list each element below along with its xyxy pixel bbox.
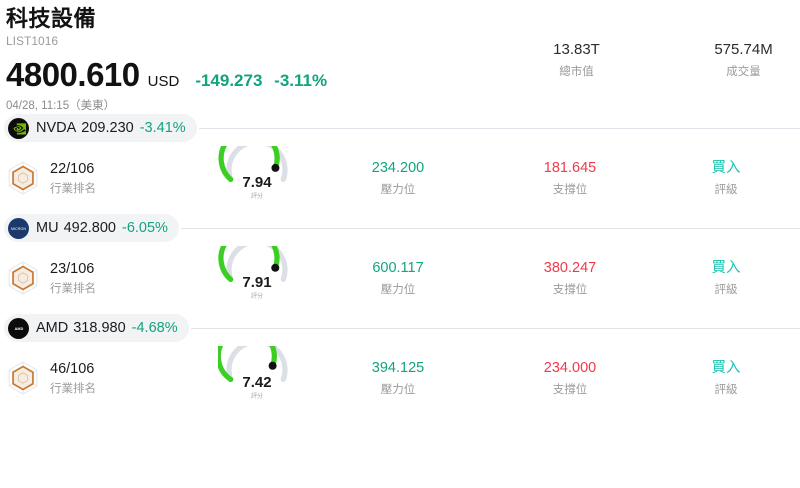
- rating-value: 買入: [711, 359, 741, 376]
- resistance-value: 394.125: [371, 359, 425, 376]
- support-value: 380.247: [543, 259, 597, 276]
- ticker-change-percent: -6.05%: [121, 220, 168, 236]
- support-cell: 181.645 支撐位: [484, 159, 656, 198]
- stat-volume: 575.74M 成交量: [687, 40, 800, 80]
- stock-data-row: 46/106 行業排名 7.42 評分 394.125 壓力位 234.000 支撐位 買入評級: [0, 342, 800, 414]
- amd-logo: AMD: [8, 317, 29, 339]
- index-timestamp: 04/28, 11:15（美東）: [6, 100, 116, 112]
- ticker-price: 318.980: [73, 320, 126, 336]
- support-label: 支撐位: [552, 183, 588, 196]
- index-currency: USD: [147, 73, 180, 90]
- industry-rank-value: 22/106: [50, 160, 95, 177]
- ticker-row: AMD AMD 318.980 -4.68%: [0, 314, 800, 342]
- resistance-value: 600.117: [372, 259, 424, 276]
- rating-label: 評級: [714, 183, 738, 196]
- index-change-percent: -3.11%: [274, 71, 328, 90]
- micron-logo: MICRON: [8, 217, 29, 239]
- rating-cell[interactable]: 買入 評級: [656, 159, 796, 198]
- industry-rank-label: 行業排名: [50, 382, 96, 395]
- rating-label: 評級: [714, 383, 738, 396]
- resistance-cell: 600.117 壓力位: [312, 259, 484, 298]
- ticker-badge-mu[interactable]: MICRON MU 492.800 -6.05%: [4, 214, 179, 242]
- ticker-change-percent: -4.68%: [131, 320, 178, 336]
- resistance-label: 壓力位: [380, 183, 416, 196]
- resistance-label: 壓力位: [380, 283, 416, 296]
- index-change: -149.273 -3.11%: [195, 71, 327, 91]
- stock-list: NVDA 209.230 -3.41% 22/106 行業排名 7.94 評分 234.200…: [0, 114, 800, 414]
- ticker-symbol-price: AMD: [36, 320, 69, 336]
- index-price-row: 4800.610 USD -149.273 -3.11%: [6, 57, 800, 93]
- index-price: 4800.610: [6, 56, 140, 93]
- ticker-price: 209.230: [81, 120, 134, 136]
- industry-rank-cell[interactable]: 23/106 行業排名: [6, 260, 202, 297]
- nvidia-logo: [8, 117, 29, 139]
- ticker-symbol-price: MU: [36, 220, 59, 236]
- ticker-badge-nvda[interactable]: NVDA 209.230 -3.41%: [4, 114, 197, 142]
- svg-text:AMD: AMD: [14, 326, 23, 330]
- score-gauge-cell[interactable]: 7.42 評分: [202, 346, 312, 410]
- support-label: 支撐位: [552, 283, 588, 296]
- ticker-divider: [190, 327, 800, 329]
- resistance-cell: 234.200 壓力位: [312, 159, 484, 198]
- index-change-amount: -149.273: [195, 71, 263, 90]
- stat-market-cap-label: 總市值: [559, 66, 594, 78]
- support-value: 181.645: [543, 159, 597, 176]
- industry-rank-cell[interactable]: 22/106 行業排名: [6, 160, 202, 197]
- rating-cell[interactable]: 買入 評級: [656, 259, 796, 298]
- support-cell: 234.000 支撐位: [484, 359, 656, 398]
- stock-data-row: 22/106 行業排名 7.94 評分 234.200 壓力位 181.645 支撐位 買入評級: [0, 142, 800, 214]
- resistance-cell: 394.125 壓力位: [312, 359, 484, 398]
- stock-block: AMD AMD 318.980 -4.68% 46/106 行業排名 7.42 評分 394.1…: [0, 314, 800, 414]
- rating-value: 買入: [711, 259, 741, 276]
- ticker-divider: [198, 127, 800, 129]
- ticker-row: NVDA 209.230 -3.41%: [0, 114, 800, 142]
- score-gauge-cell[interactable]: 7.91 評分: [202, 246, 312, 310]
- index-code: LIST1016: [6, 34, 59, 48]
- stat-volume-value: 575.74M: [714, 41, 773, 58]
- industry-rank-label: 行業排名: [50, 282, 96, 295]
- resistance-label: 壓力位: [380, 383, 416, 396]
- industry-rank-cell[interactable]: 46/106 行業排名: [6, 360, 202, 397]
- ticker-badge-amd[interactable]: AMD AMD 318.980 -4.68%: [4, 314, 189, 342]
- rating-value: 買入: [711, 159, 741, 176]
- support-value: 234.000: [543, 359, 597, 376]
- stock-data-row: 23/106 行業排名 7.91 評分 600.117 壓力位 380.247 支撐位 買入評級: [0, 242, 800, 314]
- industry-rank-value: 23/106: [50, 260, 95, 277]
- industry-rank-value: 46/106: [50, 360, 95, 377]
- stat-market-cap: 13.83T 總市值: [520, 40, 633, 80]
- stat-volume-label: 成交量: [726, 66, 761, 78]
- ticker-change-percent: -3.41%: [139, 120, 186, 136]
- index-name: 科技設備: [6, 6, 97, 31]
- ticker-symbol-price: NVDA: [36, 120, 77, 136]
- stock-block: NVDA 209.230 -3.41% 22/106 行業排名 7.94 評分 234.200…: [0, 114, 800, 214]
- support-cell: 380.247 支撐位: [484, 259, 656, 298]
- index-header: 科技設備 LIST1016 4800.610 USD -149.273 -3.1…: [0, 0, 800, 114]
- support-label: 支撐位: [552, 383, 588, 396]
- score-gauge-cell[interactable]: 7.94 評分: [202, 146, 312, 210]
- resistance-value: 234.200: [371, 159, 425, 176]
- rating-label: 評級: [714, 283, 738, 296]
- svg-text:MICRON: MICRON: [11, 226, 26, 230]
- rating-cell[interactable]: 買入 評級: [656, 359, 796, 398]
- ticker-divider: [180, 227, 800, 229]
- ticker-row: MICRON MU 492.800 -6.05%: [0, 214, 800, 242]
- stock-block: MICRON MU 492.800 -6.05% 23/106 行業排名 7.91 評分 600…: [0, 214, 800, 314]
- stat-market-cap-value: 13.83T: [553, 41, 600, 58]
- industry-rank-label: 行業排名: [50, 182, 96, 195]
- ticker-price: 492.800: [63, 220, 116, 236]
- header-stats: 13.83T 總市值 575.74M 成交量: [520, 40, 800, 80]
